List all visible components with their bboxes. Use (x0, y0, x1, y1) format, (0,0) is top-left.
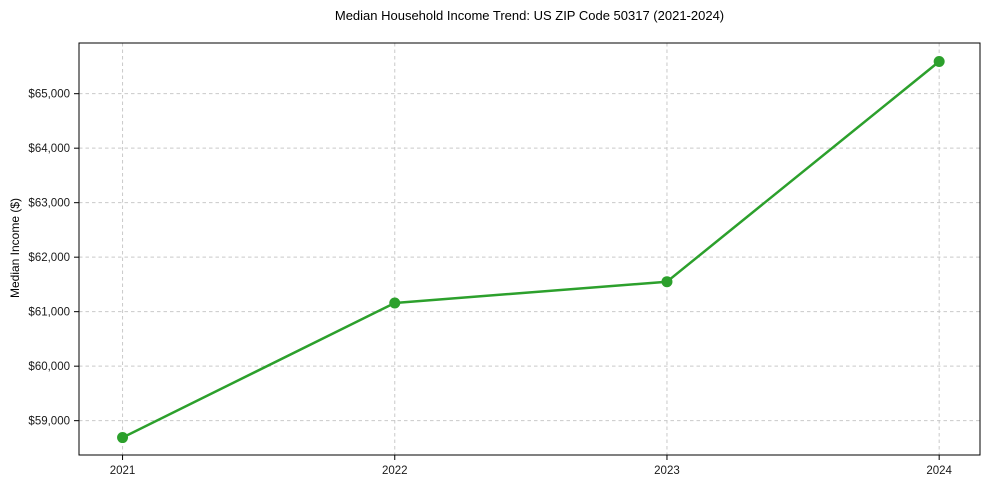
y-tick-label: $59,000 (28, 416, 70, 428)
y-tick-label: $62,000 (28, 252, 70, 264)
y-tick-label: $60,000 (28, 361, 70, 373)
x-tick-label: 2022 (382, 465, 408, 477)
data-point-marker (661, 276, 673, 288)
data-point-marker (933, 56, 945, 68)
x-tick-label: 2023 (654, 465, 680, 477)
y-tick-label: $65,000 (28, 89, 70, 101)
x-tick-label: 2021 (110, 465, 136, 477)
plot-border (78, 42, 981, 456)
data-point-marker (117, 432, 129, 444)
y-tick-label: $64,000 (28, 143, 70, 155)
x-tick-label: 2024 (926, 465, 952, 477)
data-point-marker (389, 297, 401, 309)
income-trend-line (121, 60, 941, 439)
y-tick-label: $61,000 (28, 307, 70, 319)
y-tick-label: $63,000 (28, 198, 70, 210)
chart-title: Median Household Income Trend: US ZIP Co… (334, 8, 725, 23)
